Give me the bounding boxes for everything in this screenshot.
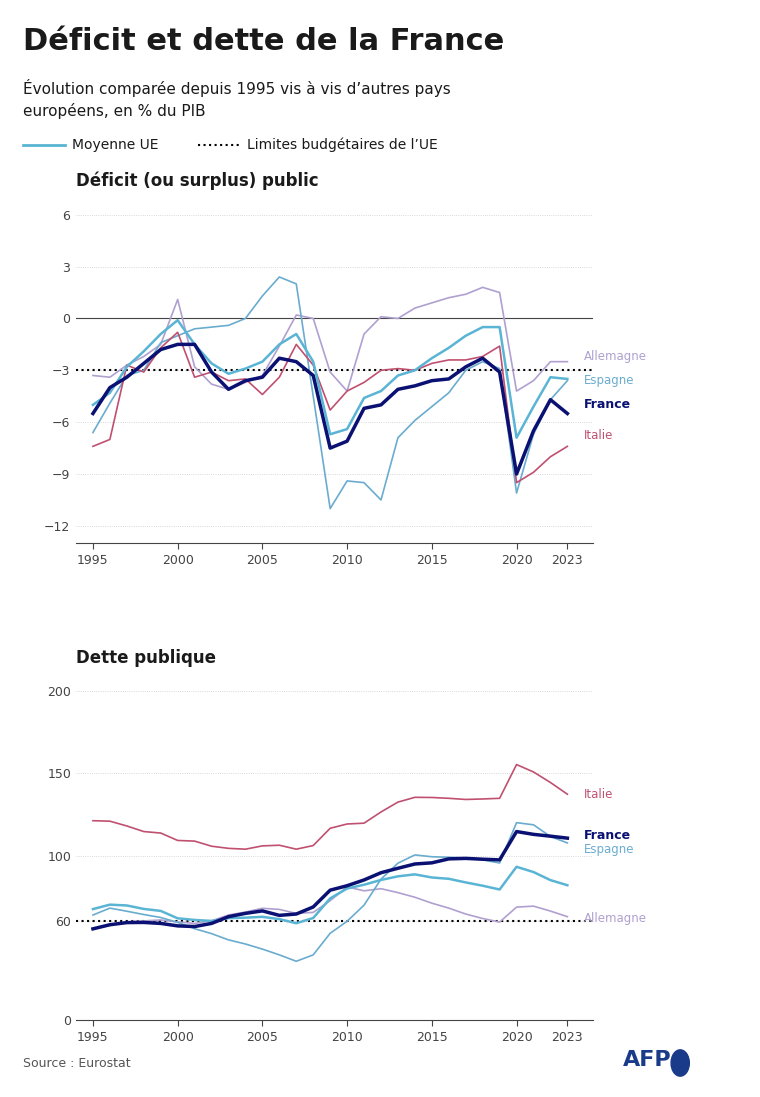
Text: AFP: AFP — [623, 1050, 672, 1070]
Text: Italie: Italie — [584, 430, 614, 442]
Text: Allemagne: Allemagne — [584, 912, 648, 925]
Text: France: France — [584, 829, 632, 842]
Text: Évolution comparée depuis 1995 vis à vis d’autres pays
européens, en % du PIB: Évolution comparée depuis 1995 vis à vis… — [23, 79, 451, 120]
Text: Espagne: Espagne — [584, 842, 635, 856]
Text: Moyenne UE: Moyenne UE — [72, 138, 159, 151]
Text: Espagne: Espagne — [584, 374, 635, 387]
Text: Déficit et dette de la France: Déficit et dette de la France — [23, 27, 504, 56]
Text: France: France — [584, 398, 632, 411]
Text: Italie: Italie — [584, 788, 614, 801]
Text: Limites budgétaires de l’UE: Limites budgétaires de l’UE — [247, 137, 438, 152]
Text: Allemagne: Allemagne — [584, 350, 648, 363]
Text: Dette publique: Dette publique — [76, 649, 216, 667]
Text: Source : Eurostat: Source : Eurostat — [23, 1056, 131, 1070]
Text: Déficit (ou surplus) public: Déficit (ou surplus) public — [76, 172, 318, 191]
